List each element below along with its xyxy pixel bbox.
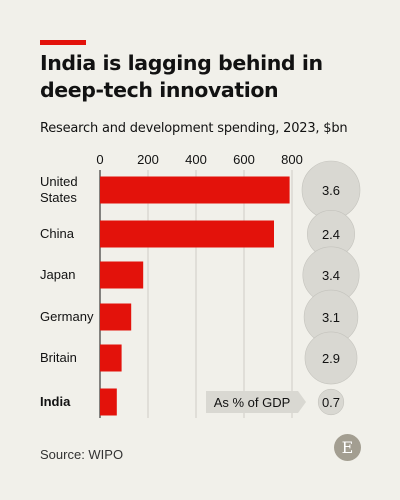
tick-label-400: 400 xyxy=(185,152,207,167)
economist-logo: E xyxy=(334,434,361,461)
x-axis-ticks: 0 200 400 600 800 xyxy=(96,152,302,167)
chart-title: India is lagging behind in deep-tech inn… xyxy=(40,51,323,102)
category-label-britain: Britain xyxy=(40,350,77,365)
category-label-united-states: United States xyxy=(40,174,78,205)
gridlines xyxy=(99,170,293,418)
gdp-value-5: 0.7 xyxy=(322,395,340,410)
tick-label-0: 0 xyxy=(96,152,103,167)
bar-germany xyxy=(100,303,132,331)
bar-japan xyxy=(100,261,144,289)
gdp-bubble-4 xyxy=(304,331,358,385)
accent-bar xyxy=(40,40,86,45)
tick-label-600: 600 xyxy=(233,152,255,167)
tick-label-800: 800 xyxy=(281,152,303,167)
category-label-japan: Japan xyxy=(40,267,75,282)
chart-subtitle: Research and development spending, 2023,… xyxy=(40,121,348,136)
gdp-value-1: 2.4 xyxy=(322,227,340,242)
gdp-label-box xyxy=(206,391,306,413)
bar-united-states xyxy=(100,176,290,204)
tick-label-200: 200 xyxy=(137,152,159,167)
logo-letter: E xyxy=(341,438,354,457)
bars xyxy=(100,176,290,416)
gdp-bubbles: 3.6 2.4 3.4 3.1 2.9 0.7 xyxy=(301,160,361,416)
gdp-bubble-5 xyxy=(317,388,345,416)
category-label-india: India xyxy=(40,394,71,409)
category-label-germany: Germany xyxy=(40,309,94,324)
category-labels: United States China Japan Germany Britain Indi… xyxy=(40,174,94,409)
gdp-value-4: 2.9 xyxy=(322,351,340,366)
gdp-value-2: 3.4 xyxy=(322,268,340,283)
bar-india xyxy=(100,388,117,416)
gdp-value-3: 3.1 xyxy=(322,310,340,325)
bar-britain xyxy=(100,344,122,372)
source-note: Source: WIPO xyxy=(40,447,124,462)
bar-china xyxy=(100,220,274,248)
gdp-value-0: 3.6 xyxy=(322,183,340,198)
gdp-label-group: As % of GDP xyxy=(206,391,306,413)
gdp-label-text: As % of GDP xyxy=(214,395,291,410)
category-label-china: China xyxy=(40,226,75,241)
